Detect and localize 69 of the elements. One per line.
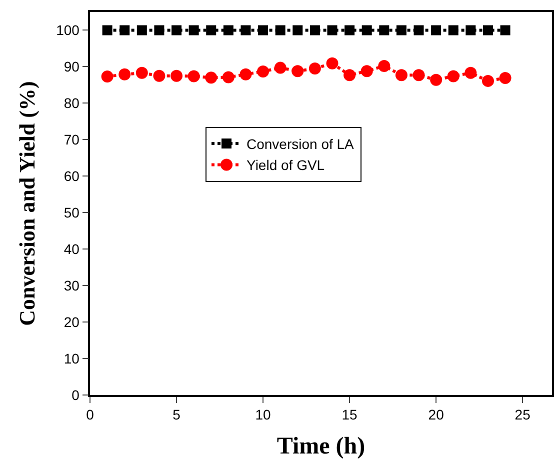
y-tick-label: 10	[64, 350, 80, 366]
y-tick-label: 30	[64, 277, 80, 294]
point	[258, 25, 268, 36]
point	[447, 70, 460, 82]
point	[188, 25, 199, 36]
point	[379, 25, 390, 36]
y-tick-label: 20	[64, 314, 80, 330]
point	[154, 25, 164, 36]
point	[308, 62, 321, 75]
point	[205, 72, 218, 84]
point	[120, 25, 130, 36]
point	[223, 25, 234, 36]
y-tick-label: 40	[64, 241, 80, 257]
y-axis-title: Conversion and Yield (%)	[14, 81, 40, 326]
x-tick-label: 5	[172, 406, 181, 423]
point	[344, 25, 355, 36]
legend-label: Yield of GVL	[246, 157, 325, 174]
point	[431, 25, 442, 36]
point	[153, 70, 166, 82]
x-tick-label: 25	[514, 406, 531, 423]
y-tick-label: 60	[64, 168, 80, 184]
point	[378, 60, 390, 72]
x-tick-label: 20	[428, 406, 444, 423]
point	[102, 25, 112, 36]
point	[188, 70, 200, 82]
point	[310, 25, 320, 36]
point	[327, 25, 338, 36]
x-tick-label: 15	[342, 406, 358, 423]
point	[292, 65, 304, 78]
point	[170, 70, 183, 82]
y-tick-label: 0	[72, 386, 80, 403]
point	[292, 25, 303, 36]
point	[482, 74, 494, 87]
point	[466, 25, 476, 36]
point	[118, 68, 131, 80]
point	[482, 25, 493, 36]
x-tick-label: 0	[86, 406, 94, 423]
y-tick-label: 100	[56, 22, 80, 38]
point	[448, 25, 458, 36]
point	[240, 25, 251, 36]
point	[414, 25, 424, 36]
legend-label: Conversion of LA	[246, 136, 355, 152]
point	[396, 25, 406, 36]
point	[326, 57, 338, 70]
point	[101, 70, 114, 83]
point	[499, 72, 512, 84]
x-tick-label: 10	[255, 406, 272, 423]
point	[274, 62, 286, 74]
point	[430, 74, 442, 86]
point	[360, 65, 373, 78]
point	[222, 71, 234, 84]
point	[240, 68, 252, 80]
y-tick-label: 90	[64, 58, 80, 75]
point	[136, 66, 148, 79]
y-tick-label: 70	[64, 132, 80, 148]
point	[257, 65, 270, 78]
point	[500, 25, 510, 36]
point	[206, 25, 216, 36]
x-axis-title: Time (h)	[276, 433, 366, 460]
point	[344, 69, 356, 82]
point	[136, 25, 147, 36]
point	[395, 69, 408, 82]
point	[275, 25, 286, 36]
point	[362, 25, 372, 36]
y-tick-label: 80	[64, 95, 80, 112]
point	[172, 25, 182, 36]
point	[464, 66, 477, 79]
y-tick-label: 50	[64, 204, 80, 221]
point	[412, 69, 425, 82]
